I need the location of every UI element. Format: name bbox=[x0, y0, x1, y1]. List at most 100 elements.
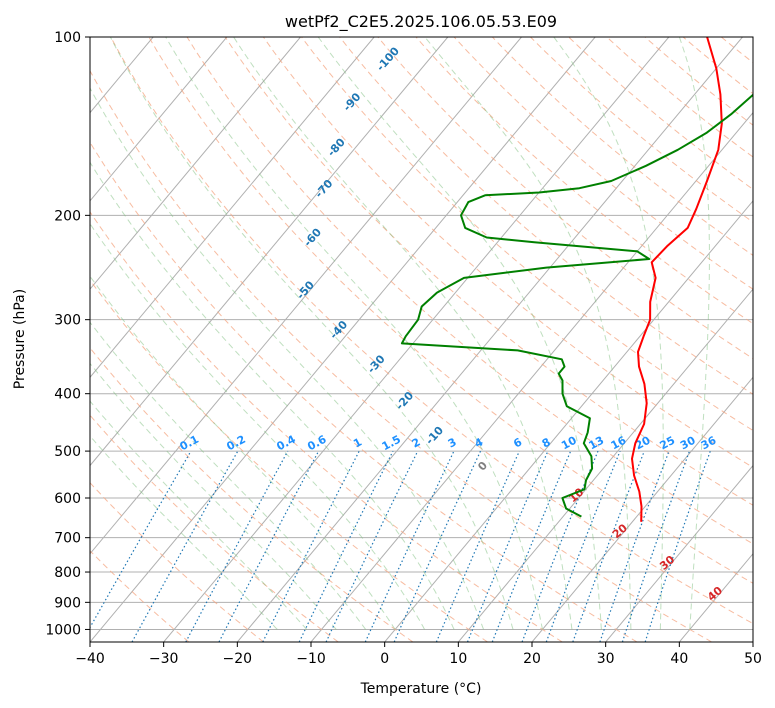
moist-adiabat bbox=[90, 400, 308, 630]
isotherm-line bbox=[90, 37, 596, 642]
mixing-ratio-line bbox=[644, 450, 711, 642]
x-tick-label: −40 bbox=[75, 651, 105, 667]
mixing-ratio-label: 3 bbox=[446, 435, 459, 450]
mixing-ratio-line bbox=[131, 450, 239, 642]
moist-adiabat-label: -30 bbox=[365, 352, 388, 376]
mixing-ratio-line bbox=[262, 450, 360, 642]
moist-adiabat bbox=[90, 222, 426, 630]
dry-adiabat bbox=[753, 32, 775, 642]
background-lines bbox=[0, 32, 775, 642]
mixing-ratio-label: 16 bbox=[609, 434, 629, 453]
dry-adiabat bbox=[90, 347, 414, 642]
mixing-ratio-label: 0.6 bbox=[305, 433, 329, 454]
x-tick-label: −30 bbox=[149, 651, 179, 667]
mixing-ratio-label: 10 bbox=[559, 434, 579, 453]
dry-adiabat bbox=[90, 211, 563, 642]
mixing-ratio-label: 30 bbox=[678, 434, 698, 453]
isotherm-line bbox=[163, 37, 670, 642]
mixing-ratio-line bbox=[185, 450, 289, 642]
moist-adiabat bbox=[233, 37, 573, 630]
x-tick-label: 40 bbox=[670, 651, 688, 667]
dry-adiabat bbox=[567, 37, 753, 190]
mixing-ratio-label: 1 bbox=[351, 435, 364, 450]
y-axis-label: Pressure (hPa) bbox=[12, 289, 28, 389]
moist-adiabat-label: 0 bbox=[475, 459, 490, 474]
x-tick-label: 30 bbox=[597, 651, 615, 667]
dry-adiabat bbox=[90, 414, 339, 642]
mixing-ratio-line bbox=[218, 450, 320, 642]
moist-adiabat-label: -100 bbox=[374, 44, 402, 73]
isotherm-line bbox=[605, 464, 753, 642]
mixing-ratio-line bbox=[90, 450, 192, 629]
mixing-ratio-label: 0.2 bbox=[224, 433, 247, 454]
y-tick-label: 100 bbox=[54, 30, 81, 46]
isotherm-line bbox=[90, 37, 522, 555]
plot-frame bbox=[89, 36, 754, 643]
y-tick-label: 800 bbox=[54, 565, 81, 581]
dry-adiabat bbox=[720, 37, 753, 64]
mixing-ratio-label: 13 bbox=[587, 434, 607, 453]
dry-adiabat bbox=[90, 482, 264, 642]
mixing-ratio-label: 1.5 bbox=[380, 433, 403, 454]
isotherm-line bbox=[310, 111, 753, 642]
x-tick-label: 10 bbox=[449, 651, 467, 667]
mixing-ratio-line bbox=[325, 450, 419, 642]
isotherm-line bbox=[236, 37, 743, 642]
mixing-ratio-line bbox=[466, 450, 549, 642]
moist-adiabat bbox=[90, 275, 396, 630]
temperature-profile-line bbox=[631, 37, 723, 522]
dry-adiabat-label: 40 bbox=[705, 584, 725, 604]
dry-adiabat bbox=[606, 37, 753, 158]
x-tick-label: 50 bbox=[744, 651, 762, 667]
dry-adiabat bbox=[377, 37, 753, 360]
dry-adiabat bbox=[90, 550, 190, 642]
y-tick-label: 400 bbox=[54, 387, 81, 403]
mixing-ratio-line bbox=[393, 450, 482, 642]
mixing-ratio-label: 36 bbox=[699, 434, 719, 453]
mixing-ratio-line bbox=[599, 450, 670, 642]
y-tick-label: 700 bbox=[54, 531, 81, 547]
dry-adiabat bbox=[90, 141, 638, 642]
moist-adiabat bbox=[109, 37, 514, 630]
moist-adiabat-label: -20 bbox=[393, 389, 416, 413]
x-axis: −40 −30 −20 −10 0 10 20 30 40 50 bbox=[75, 642, 762, 667]
mixing-ratio-line bbox=[491, 450, 572, 642]
dry-adiabat bbox=[300, 37, 753, 432]
moist-adiabat bbox=[553, 37, 664, 630]
isotherm-line bbox=[752, 641, 753, 642]
x-tick-label: −20 bbox=[223, 651, 253, 667]
x-tick-label: −10 bbox=[296, 651, 326, 667]
mixing-ratio-label: 25 bbox=[658, 434, 678, 453]
y-tick-label: 1000 bbox=[45, 622, 81, 638]
dry-adiabat bbox=[491, 37, 753, 256]
isotherm-line bbox=[384, 200, 753, 642]
mixing-ratio-line bbox=[521, 450, 599, 642]
y-tick-label: 600 bbox=[54, 491, 81, 507]
moist-adiabat-label: -70 bbox=[312, 177, 335, 201]
dewpoint-profile-line bbox=[400, 93, 753, 518]
isotherm-line bbox=[457, 288, 753, 642]
isotherm-line bbox=[90, 37, 449, 467]
isotherm-line bbox=[90, 37, 228, 202]
isotherm-line bbox=[0, 37, 6, 642]
mixing-ratio-line bbox=[435, 450, 520, 642]
y-tick-label: 200 bbox=[54, 208, 81, 224]
isotherm-line bbox=[678, 552, 753, 642]
x-tick-label: 0 bbox=[380, 651, 389, 667]
mixing-ratio-label: 0.1 bbox=[178, 433, 201, 454]
isotherm-line bbox=[531, 376, 753, 642]
mixing-ratio-line bbox=[298, 450, 394, 642]
y-tick-label: 300 bbox=[54, 313, 81, 329]
dry-adiabat bbox=[186, 37, 753, 545]
dry-adiabat bbox=[90, 279, 488, 642]
moist-adiabat-label: -50 bbox=[294, 278, 317, 302]
y-axis: 100 200 300 400 500 600 700 800 900 1000 bbox=[45, 30, 90, 638]
moist-adiabat bbox=[90, 161, 455, 630]
profile-lines bbox=[400, 37, 753, 522]
dry-adiabat bbox=[415, 37, 753, 325]
dry-adiabat bbox=[682, 37, 753, 95]
isotherm-line bbox=[90, 37, 301, 290]
y-tick-label: 500 bbox=[54, 444, 81, 460]
isotherm-line bbox=[90, 37, 375, 379]
